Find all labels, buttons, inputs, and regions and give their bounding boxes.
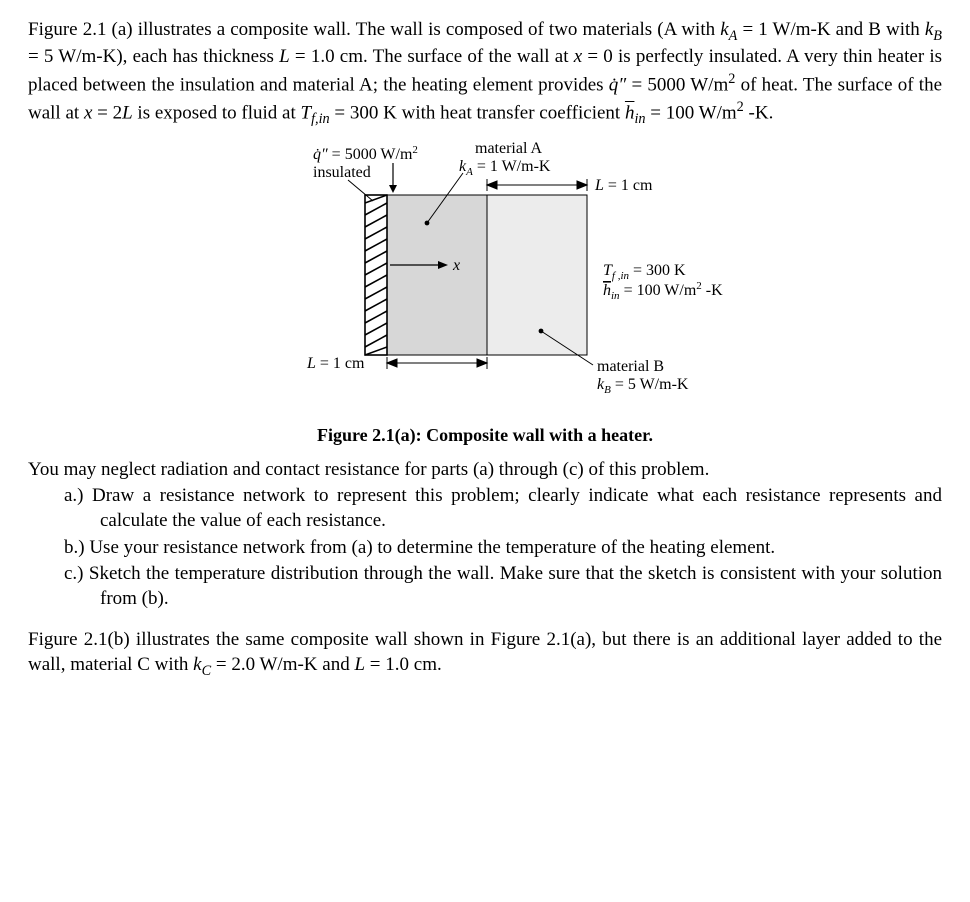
label-L-bottom: L = 1 cm [306,355,365,372]
part-a: a.) Draw a resistance network to represe… [28,484,942,533]
text: = 2 [97,102,122,123]
text: You may neglect radiation and contact re… [28,459,709,480]
text: = 5000 W/m [631,74,728,95]
text: = 2.0 W/m-K and [216,654,355,675]
figure-2-1a: q̇″ = 5000 W/m2 insulated material A kA … [28,135,942,448]
label-hin: hin = 100 W/m2 -K [603,280,723,302]
text: = 1.0 cm. [370,654,442,675]
text: = 1.0 cm. The surface of the wall at [295,46,574,67]
label-insulated: insulated [313,164,371,181]
part-b: b.) Use your resistance network from (a)… [28,536,942,561]
text: Use your resistance network from (a) to … [89,537,775,558]
outro-paragraph: Figure 2.1(b) illustrates the same compo… [28,628,942,680]
text: Figure 2.1(b) illustrates the same compo… [28,629,942,675]
label-material-b: material B [597,358,664,375]
text: Sketch the temperature distribution thro… [89,563,942,609]
text: = 100 W/m [650,102,736,123]
intro-paragraph: Figure 2.1 (a) illustrates a composite w… [28,18,942,129]
label-Tfin: Tf ,in = 300 K [603,262,686,282]
part-c: c.) Sketch the temperature distribution … [28,562,942,611]
text: = 5 W/m-K), each has thickness [28,46,279,67]
text: = 1 W/m-K and B with [742,19,924,40]
label-material-a: material A [475,140,543,157]
label-L-top: L = 1 cm [594,177,653,194]
label-x: x [452,257,460,274]
text: -K. [749,102,774,123]
label-qheat: q̇″ = 5000 W/m2 [313,144,418,163]
note-line: You may neglect radiation and contact re… [28,458,942,483]
composite-wall-diagram: q̇″ = 5000 W/m2 insulated material A kA … [205,135,765,415]
figure-caption: Figure 2.1(a): Composite wall with a hea… [28,424,942,447]
label-kB: kB = 5 W/m-K [597,376,689,396]
text: Draw a resistance network to represent t… [92,485,942,531]
text: Figure 2.1 (a) illustrates a composite w… [28,19,720,40]
text: is exposed to fluid at [137,102,300,123]
text: = 300 K with heat transfer coefficient [334,102,625,123]
label-kA: kA = 1 W/m-K [459,158,551,178]
